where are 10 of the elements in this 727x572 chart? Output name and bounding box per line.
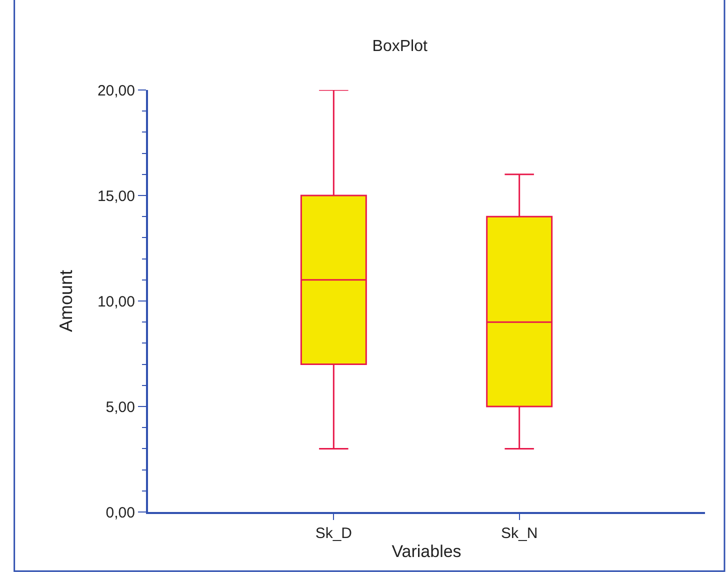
y-tick-label: 15,00 [97,188,135,205]
y-tick-label: 0,00 [106,504,135,522]
y-tick-label: 20,00 [97,82,135,100]
x-axis-title: Variables [392,542,462,561]
x-tick-label: Sk_D [315,525,352,542]
y-axis-title: Amount [56,270,76,332]
y-tick-label: 5,00 [106,398,135,416]
y-tick-label: 10,00 [97,293,135,310]
chart-title: BoxPlot [372,38,428,56]
x-tick-label: Sk_N [500,525,538,542]
